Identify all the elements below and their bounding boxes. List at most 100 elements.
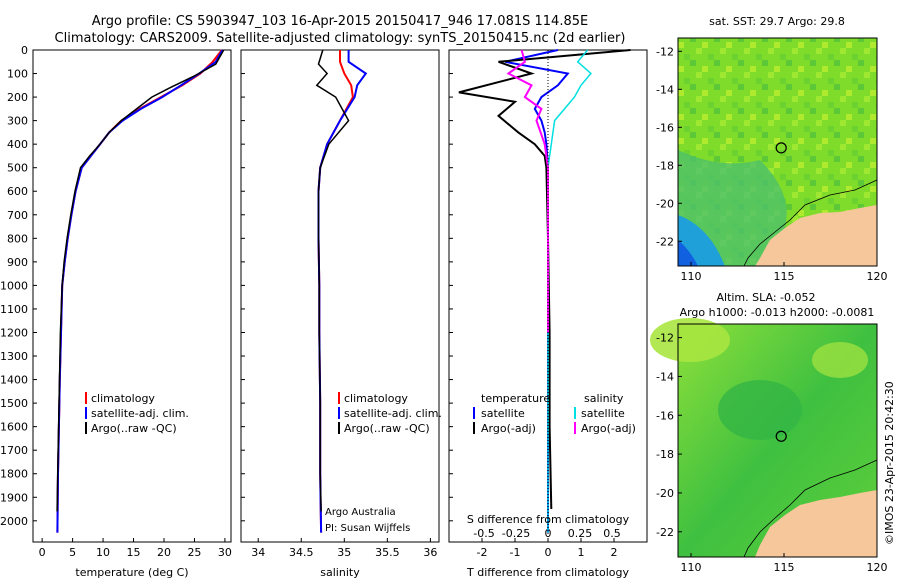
sst-land <box>755 205 877 266</box>
map-y-tick-label: -14 <box>656 83 674 96</box>
sst-bathymetry-contour <box>743 179 878 267</box>
map-y-tick-label: -18 <box>656 448 674 461</box>
x-tick-label: 34.5 <box>289 546 314 559</box>
temperature-panel: 0 5 10 15 20 25 30 <box>39 49 232 559</box>
temperature-xlabel: temperature (deg C) <box>75 566 188 579</box>
salinity-xlabel: salinity <box>320 566 360 579</box>
map-y-tick-label: -16 <box>656 409 674 422</box>
depth-tick-label: 1800 <box>0 468 28 481</box>
map-y-tick-label: -18 <box>656 159 674 172</box>
difference-xlabel-top: S difference from climatology <box>467 513 630 526</box>
depth-tick-label: 0 <box>21 44 28 57</box>
sst-map-title: sat. SST: 29.7 Argo: 29.8 <box>709 15 845 28</box>
map-x-tick-label: 115 <box>774 561 795 574</box>
sst-coldest-patch <box>678 240 698 266</box>
sla-map <box>650 318 878 558</box>
x-tick-label: 34 <box>251 546 265 559</box>
legend-title-temperature: temperature <box>481 392 550 405</box>
x-tick-label: 30 <box>218 546 232 559</box>
map-y-tick-label: -22 <box>656 235 674 248</box>
x-tick-label-top: -0.25 <box>502 527 530 540</box>
legend-title-salinity: salinity <box>584 392 624 405</box>
sst-argo-marker <box>775 142 787 154</box>
x-tick-label: -2 <box>477 546 488 559</box>
series-line-t-argo-adj <box>458 49 631 510</box>
sst-map-axes: 110 115 120 -12 -14 -16 -18 -20 -22 <box>656 45 887 283</box>
sst-map-frame <box>677 37 878 267</box>
sla-map-frame <box>677 323 878 558</box>
sla-high-patch <box>650 318 730 362</box>
header-line1: Argo profile: CS 5903947_103 16-Apr-2015… <box>92 14 588 29</box>
x-tick-label: 20 <box>157 546 171 559</box>
difference-legend: temperature satellite Argo(-adj) salinit… <box>473 392 636 435</box>
x-tick-label: 36 <box>423 546 437 559</box>
sla-map-title2: Argo h1000: -0.013 h2000: -0.0081 <box>680 306 875 319</box>
map-y-tick-label: -12 <box>656 45 674 58</box>
x-tick-label: 35 <box>337 546 351 559</box>
x-tick-label: 0 <box>545 546 552 559</box>
depth-tick-label: 400 <box>7 138 28 151</box>
depth-tick-label: 300 <box>7 115 28 128</box>
depth-tick-label: 900 <box>7 256 28 269</box>
header-line2: Climatology: CARS2009. Satellite-adjuste… <box>55 31 626 46</box>
depth-tick-label: 1400 <box>0 374 28 387</box>
sla-bathymetry-contour <box>743 459 878 558</box>
depth-tick-label: 700 <box>7 209 28 222</box>
map-x-tick-label: 120 <box>867 561 888 574</box>
x-tick-label: 15 <box>127 546 141 559</box>
series-line-argo-raw-qc <box>56 49 225 512</box>
depth-tick-label: 100 <box>7 68 28 81</box>
map-x-tick-label: 120 <box>867 270 888 283</box>
sst-map <box>677 37 878 267</box>
legend-label-satellite: satellite-adj. clim. <box>344 407 442 420</box>
sla-map-title1: Altim. SLA: -0.052 <box>716 291 815 304</box>
depth-tick-label: 600 <box>7 185 28 198</box>
x-tick-label: 35.5 <box>375 546 400 559</box>
depth-tick-label: 1500 <box>0 397 28 410</box>
depth-tick-label: 1100 <box>0 303 28 316</box>
map-x-tick-label: 110 <box>681 270 702 283</box>
map-y-tick-label: -14 <box>656 370 674 383</box>
legend-label-t-satellite: satellite <box>481 407 525 420</box>
depth-tick-label: 1000 <box>0 279 28 292</box>
depth-tick-label: 800 <box>7 232 28 245</box>
salinity-panel: 34 34.5 35 35.5 36 <box>251 49 437 559</box>
legend-label-s-satellite: satellite <box>581 407 625 420</box>
legend-label-s-argo: Argo(-adj) <box>581 422 636 435</box>
x-tick-label: 25 <box>187 546 201 559</box>
depth-tick-label: 500 <box>7 162 28 175</box>
sla-land <box>755 490 877 557</box>
map-x-tick-label: 110 <box>681 561 702 574</box>
depth-tick-label: 1200 <box>0 326 28 339</box>
legend-label-argo: Argo(..raw -QC) <box>344 422 430 435</box>
x-tick-label: 5 <box>69 546 76 559</box>
depth-tick-label: 1700 <box>0 444 28 457</box>
legend-label-climatology: climatology <box>344 392 408 405</box>
map-y-tick-label: -22 <box>656 526 674 539</box>
x-tick-label: 10 <box>96 546 110 559</box>
temperature-legend: climatology satellite-adj. clim. Argo(..… <box>85 392 189 435</box>
series-line-argo-raw-qc <box>315 49 350 512</box>
legend-label-argo: Argo(..raw -QC) <box>91 422 177 435</box>
x-tick-label: 0 <box>39 546 46 559</box>
sla-map-axes: 110 115 120 -12 -14 -16 -18 -20 -22 <box>656 332 887 574</box>
x-tick-label: 2 <box>611 546 618 559</box>
map-y-tick-label: -20 <box>656 487 674 500</box>
map-y-tick-label: -16 <box>656 121 674 134</box>
legend-label-climatology: climatology <box>91 392 155 405</box>
salinity-legend: climatology satellite-adj. clim. Argo(..… <box>338 392 442 435</box>
map-x-tick-label: 115 <box>774 270 795 283</box>
map-y-tick-label: -12 <box>656 332 674 345</box>
x-tick-label-top: -0.5 <box>473 527 494 540</box>
sla-low-patch <box>718 380 802 440</box>
credit-text: ©IMOS 23-Apr-2015 20:42:30 <box>883 381 896 545</box>
salinity-panel-frame <box>240 49 440 543</box>
x-tick-label-top: 0.5 <box>603 527 621 540</box>
depth-axis: 0 100 200 300 400 500 600 700 800 900 1000 1100 1200… <box>0 44 453 528</box>
x-tick-label: -1 <box>510 546 521 559</box>
legend-label-satellite: satellite-adj. clim. <box>91 407 189 420</box>
x-tick-label: 1 <box>578 546 585 559</box>
sla-argo-marker <box>775 430 787 442</box>
depth-tick-label: 1900 <box>0 491 28 504</box>
